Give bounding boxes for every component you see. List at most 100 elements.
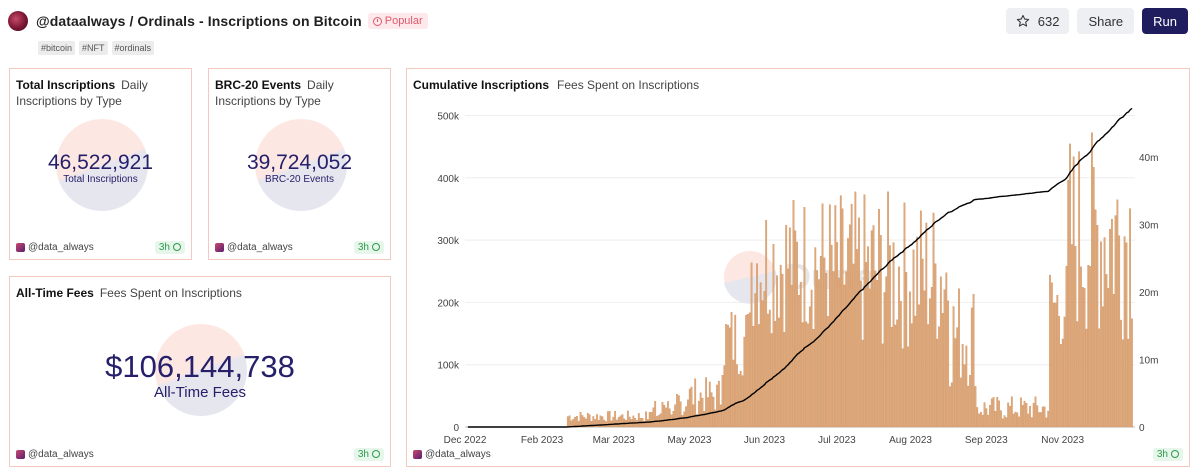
bar xyxy=(907,346,909,428)
bar xyxy=(843,284,846,428)
bar xyxy=(677,395,680,428)
bar xyxy=(870,230,873,428)
bar xyxy=(919,210,922,428)
bar xyxy=(716,384,718,428)
card-title-main: Total Inscriptions xyxy=(16,78,116,92)
bar xyxy=(798,294,800,428)
bar xyxy=(954,338,957,428)
bar xyxy=(1089,266,1091,428)
bar xyxy=(703,411,706,428)
bar xyxy=(983,402,986,428)
bar xyxy=(626,410,629,428)
card-subtitle: Daily Inscriptions by Type xyxy=(215,78,334,108)
bar xyxy=(770,333,773,428)
bar xyxy=(694,378,697,428)
bar xyxy=(759,282,762,428)
bar xyxy=(768,309,771,428)
bar xyxy=(947,300,950,428)
author-link[interactable]: @data_always xyxy=(227,241,293,253)
share-button[interactable]: Share xyxy=(1077,8,1135,34)
bar xyxy=(1007,402,1010,428)
bar xyxy=(668,408,671,428)
tag-nft[interactable]: #NFT xyxy=(79,41,108,55)
bar xyxy=(1023,400,1026,428)
bar xyxy=(823,257,826,428)
bar xyxy=(646,419,649,428)
card-title-main: All-Time Fees xyxy=(16,286,94,300)
bar xyxy=(827,316,829,428)
bar xyxy=(601,416,604,428)
star-button[interactable]: 632 xyxy=(1005,8,1070,34)
check-icon xyxy=(372,450,380,458)
tag-bitcoin[interactable]: #bitcoin xyxy=(38,41,76,55)
bar xyxy=(932,212,935,428)
bar xyxy=(619,415,622,428)
bar xyxy=(945,272,948,428)
author-link[interactable]: @data_always xyxy=(28,448,94,460)
bar xyxy=(845,271,848,428)
bar xyxy=(734,314,737,428)
bar xyxy=(980,412,982,428)
counter: 39,724,052 BRC-20 Events xyxy=(209,152,390,186)
bar xyxy=(974,386,977,428)
bar xyxy=(1001,418,1004,428)
bar xyxy=(597,420,600,428)
bar xyxy=(803,207,806,428)
bar xyxy=(821,203,824,428)
tag-ordinals[interactable]: #ordinals xyxy=(111,41,155,55)
counter-label: BRC-20 Events xyxy=(265,174,334,185)
bar xyxy=(737,374,740,428)
bar xyxy=(925,222,928,428)
author-avatar-icon xyxy=(16,449,25,459)
card-subtitle: Fees Spent on Inscriptions xyxy=(99,286,242,300)
bar xyxy=(890,327,893,428)
bar xyxy=(881,343,884,428)
author-link[interactable]: @data_always xyxy=(28,241,94,253)
bar xyxy=(912,249,915,428)
bar xyxy=(927,324,930,428)
y-left-tick-label: 100k xyxy=(437,361,460,372)
cumulative-line xyxy=(467,107,1133,428)
counter-label: Total Inscriptions xyxy=(63,174,138,185)
bar xyxy=(745,314,748,428)
y-left-tick-label: 200k xyxy=(437,298,460,309)
card-subtitle: Daily Inscriptions by Type xyxy=(16,78,148,108)
bar xyxy=(910,323,913,428)
bar xyxy=(861,339,864,428)
bar xyxy=(863,194,866,428)
bar xyxy=(636,420,638,428)
bar xyxy=(963,364,966,428)
bar xyxy=(841,208,844,428)
counter-label: All-Time Fees xyxy=(154,384,246,401)
author-avatar[interactable] xyxy=(8,11,28,31)
bar xyxy=(899,301,902,428)
bar xyxy=(1112,293,1115,428)
run-button[interactable]: Run xyxy=(1142,8,1188,34)
bar xyxy=(1101,306,1104,428)
bar xyxy=(819,256,822,428)
bar xyxy=(728,327,731,428)
bar xyxy=(1052,302,1055,428)
bar xyxy=(765,220,768,428)
bar xyxy=(854,191,857,428)
bar xyxy=(994,411,997,428)
bar xyxy=(614,411,617,428)
bar xyxy=(1027,413,1030,428)
bar xyxy=(872,225,875,428)
bar xyxy=(1125,242,1128,428)
card-footer: @data_always 3h xyxy=(16,240,185,254)
bar xyxy=(1041,406,1044,428)
bar xyxy=(961,344,964,428)
bar xyxy=(970,307,973,428)
bar xyxy=(727,324,729,428)
author-link[interactable]: @data_always xyxy=(425,448,491,460)
bar xyxy=(1092,167,1095,428)
check-icon xyxy=(372,243,380,251)
bar xyxy=(898,266,900,428)
bar xyxy=(1083,287,1086,428)
bar xyxy=(774,321,777,428)
bar xyxy=(885,276,888,428)
bar xyxy=(679,401,682,428)
bar xyxy=(801,322,804,428)
bar xyxy=(859,280,862,428)
